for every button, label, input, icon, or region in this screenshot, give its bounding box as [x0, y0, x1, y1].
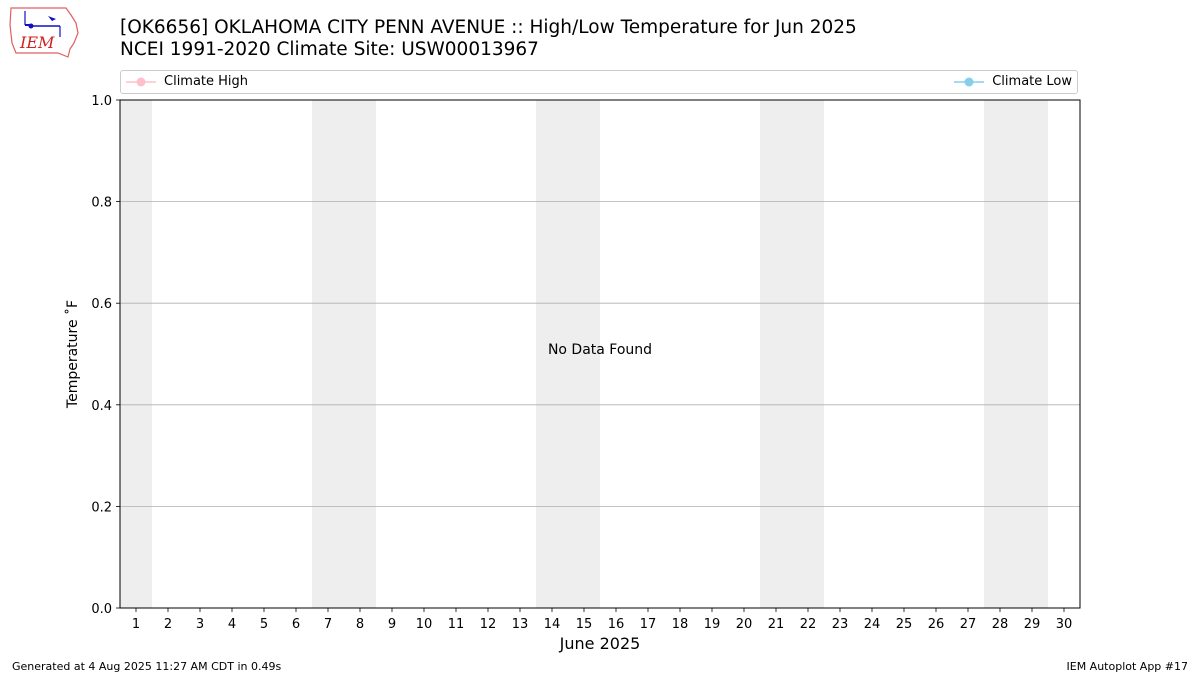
x-tick-label: 14: [544, 617, 561, 632]
y-tick-label: 0.8: [91, 196, 112, 211]
x-tick-label: 18: [672, 617, 689, 632]
x-tick-label: 27: [960, 617, 977, 632]
x-tick-label: 17: [640, 617, 657, 632]
x-tick-label: 24: [864, 617, 881, 632]
title-line-2: NCEI 1991-2020 Climate Site: USW00013967: [120, 39, 539, 60]
x-tick-label: 22: [800, 617, 817, 632]
iem-logo: IEM: [9, 7, 79, 58]
legend-swatch-climate-low: [954, 77, 985, 86]
legend-label-climate-high: Climate High: [164, 74, 249, 89]
x-tick-label: 5: [260, 617, 268, 632]
y-tick-label: 0.0: [91, 602, 112, 617]
y-tick-label: 0.6: [91, 297, 112, 312]
y-tick-label: 0.4: [91, 399, 112, 414]
x-tick-label: 10: [416, 617, 433, 632]
x-tick-label: 16: [608, 617, 625, 632]
x-tick-label: 9: [388, 617, 396, 632]
legend-swatch-climate-high: [126, 77, 156, 86]
logo-text: IEM: [19, 33, 55, 52]
y-axis-label: Temperature ˚F: [64, 300, 81, 409]
x-tick-label: 3: [196, 617, 204, 632]
legend-item-climate-high: Climate High: [126, 74, 248, 89]
y-tick-label: 0.2: [91, 500, 112, 515]
chart-title: [OK6656] OKLAHOMA CITY PENN AVENUE :: Hi…: [120, 17, 857, 61]
x-tick-label: 30: [1056, 617, 1073, 632]
x-tick-label: 19: [704, 617, 721, 632]
x-tick-label: 21: [768, 617, 785, 632]
legend-item-climate-low: Climate Low: [954, 74, 1072, 89]
footer-generated: Generated at 4 Aug 2025 11:27 AM CDT in …: [12, 660, 282, 673]
x-tick-label: 26: [928, 617, 945, 632]
weekend-shade-0: [120, 100, 152, 608]
x-tick-label: 15: [576, 617, 593, 632]
x-tick-label: 25: [896, 617, 913, 632]
weekend-shade-2: [536, 100, 600, 608]
x-tick-label: 28: [992, 617, 1009, 632]
footer-app: IEM Autoplot App #17: [1066, 660, 1189, 673]
plot-area-frame: [119, 99, 1081, 609]
x-tick-label: 2: [164, 617, 172, 632]
x-axis-label: June 2025: [559, 634, 641, 653]
x-tick-label: 11: [448, 617, 465, 632]
x-tick-label: 8: [356, 617, 364, 632]
title-line-1: [OK6656] OKLAHOMA CITY PENN AVENUE :: Hi…: [120, 17, 857, 38]
legend-label-climate-low: Climate Low: [992, 74, 1072, 89]
x-tick-label: 6: [292, 617, 300, 632]
weekend-shade-3: [760, 100, 824, 608]
iowa-outline-icon: [9, 7, 79, 58]
legend: Climate High Climate Low: [120, 70, 1078, 94]
x-tick-label: 1: [132, 617, 140, 632]
no-data-annotation: No Data Found: [548, 342, 652, 358]
x-tick-label: 23: [832, 617, 849, 632]
x-tick-label: 13: [512, 617, 529, 632]
weekend-shade-1: [312, 100, 376, 608]
y-tick-label: 1.0: [91, 94, 112, 109]
x-tick-label: 12: [480, 617, 497, 632]
x-tick-label: 29: [1024, 617, 1041, 632]
x-tick-label: 4: [228, 617, 236, 632]
x-tick-label: 7: [324, 617, 332, 632]
weekend-shade-4: [984, 100, 1048, 608]
x-tick-label: 20: [736, 617, 753, 632]
